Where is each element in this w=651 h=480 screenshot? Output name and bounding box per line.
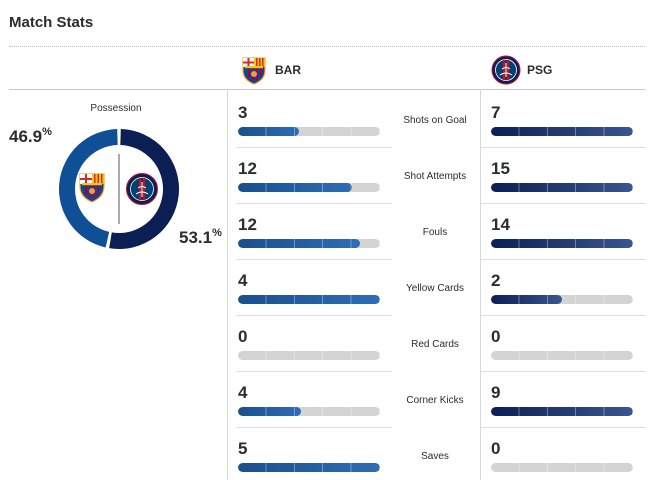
- home-team-abbr: BAR: [275, 63, 301, 77]
- stat-row: 5 Saves 0: [227, 428, 645, 480]
- home-possession-value: 46.9: [9, 127, 43, 146]
- away-stat-value: 14: [491, 215, 510, 234]
- home-possession-percent: 46.9%: [9, 126, 52, 147]
- home-stat-value: 0: [238, 327, 248, 346]
- away-percent-sign: %: [212, 227, 222, 239]
- column-divider-right: [480, 89, 481, 480]
- away-team-abbr: PSG: [527, 63, 553, 77]
- home-stat-bar-fill: [238, 407, 302, 416]
- home-stat-bar-fill: [238, 463, 380, 472]
- row-divider: [236, 371, 392, 372]
- away-stat-value: 2: [491, 271, 501, 290]
- home-stat-bar-fill: [238, 183, 352, 192]
- home-stat-bar: [238, 239, 380, 248]
- home-stat-value: 5: [238, 439, 248, 458]
- row-divider: [236, 427, 392, 428]
- home-stat-bar: [238, 463, 380, 472]
- away-stat-value: 0: [491, 327, 501, 346]
- away-stat-value: 7: [491, 103, 501, 122]
- row-divider: [480, 259, 645, 260]
- header-divider: [9, 89, 645, 90]
- row-divider: [236, 147, 392, 148]
- away-team-header[interactable]: PSG: [491, 54, 552, 86]
- row-divider: [480, 427, 645, 428]
- away-stat-value: 15: [491, 159, 510, 178]
- stat-label: Red Cards: [411, 338, 459, 350]
- home-stat-value: 4: [238, 383, 248, 402]
- column-divider-left: [227, 89, 228, 480]
- row-divider: [236, 203, 392, 204]
- home-team-header[interactable]: BAR: [239, 54, 301, 86]
- row-divider: [480, 371, 645, 372]
- row-divider: [236, 259, 392, 260]
- home-stat-bar: [238, 183, 380, 192]
- row-divider: [480, 203, 645, 204]
- stat-row: 4 Yellow Cards 2: [227, 260, 645, 316]
- home-percent-sign: %: [42, 126, 52, 138]
- stat-label: Shot Attempts: [403, 170, 467, 182]
- away-possession-value: 53.1: [179, 228, 213, 247]
- title-divider: [9, 46, 645, 47]
- away-stat-bar-fill: [491, 295, 562, 304]
- stat-row: 12 Shot Attempts 15: [227, 148, 645, 204]
- away-stat-bar: [491, 239, 633, 248]
- row-divider: [236, 315, 392, 316]
- psg-crest-icon: [126, 173, 158, 205]
- home-stat-bar-fill: [238, 295, 380, 304]
- stat-row: 4 Corner Kicks 9: [227, 372, 645, 428]
- fc-barcelona-crest-icon: [79, 173, 105, 203]
- away-possession-percent: 53.1%: [179, 227, 222, 248]
- away-stat-bar-fill: [491, 239, 633, 248]
- away-stat-bar: [491, 407, 633, 416]
- possession-donut-chart: [58, 129, 179, 249]
- away-stat-value: 0: [491, 439, 501, 458]
- home-stat-value: 3: [238, 103, 248, 122]
- stat-label: Shots on Goal: [403, 114, 467, 126]
- home-stat-value: 12: [238, 215, 257, 234]
- away-stat-bar: [491, 295, 633, 304]
- stat-row: 3 Shots on Goal 7: [227, 92, 645, 148]
- row-divider: [480, 147, 645, 148]
- away-stat-value: 9: [491, 383, 501, 402]
- possession-label: Possession: [90, 103, 142, 114]
- stat-label: Fouls: [422, 226, 448, 238]
- home-stat-bar: [238, 295, 380, 304]
- home-stat-bar-fill: [238, 239, 360, 248]
- away-stat-bar-fill: [491, 407, 633, 416]
- away-stat-bar: [491, 183, 633, 192]
- away-stat-bar: [491, 351, 633, 360]
- home-stat-value: 4: [238, 271, 248, 290]
- away-stat-bar: [491, 463, 633, 472]
- home-stat-bar: [238, 351, 380, 360]
- home-possession-arc: [58, 129, 118, 248]
- away-stat-bar-fill: [491, 127, 633, 136]
- home-stat-bar-fill: [238, 127, 300, 136]
- page-title: Match Stats: [9, 14, 94, 31]
- psg-crest-icon: [491, 55, 521, 85]
- home-stat-bar: [238, 127, 380, 136]
- stat-row: 0 Red Cards 0: [227, 316, 645, 372]
- home-stat-value: 12: [238, 159, 257, 178]
- stat-label: Saves: [421, 450, 449, 462]
- away-possession-arc: [109, 129, 179, 249]
- row-divider: [480, 315, 645, 316]
- fc-barcelona-crest-icon: [242, 57, 266, 85]
- away-stat-bar: [491, 127, 633, 136]
- stat-row: 12 Fouls 14: [227, 204, 645, 260]
- stat-label: Yellow Cards: [406, 282, 464, 294]
- away-stat-bar-fill: [491, 183, 633, 192]
- home-stat-bar: [238, 407, 380, 416]
- stat-label: Corner Kicks: [406, 394, 464, 406]
